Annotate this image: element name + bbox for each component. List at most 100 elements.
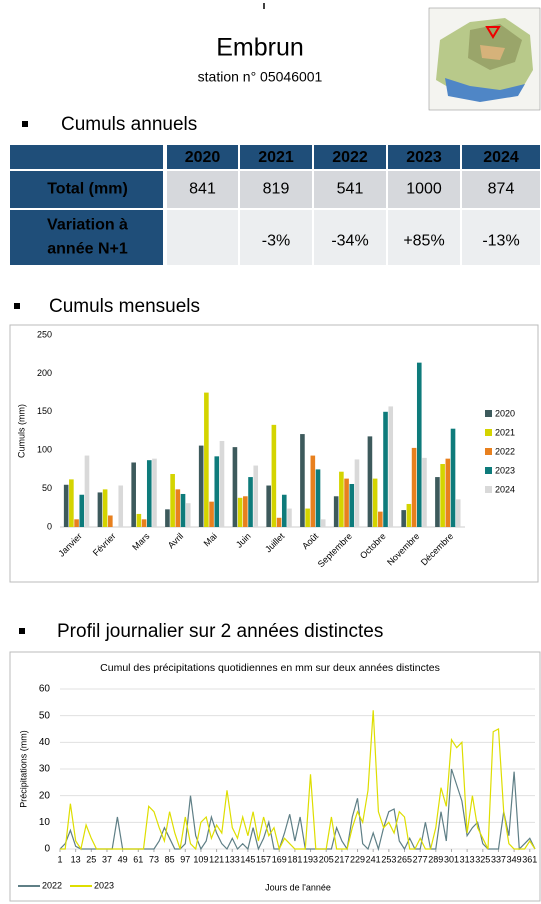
cell: [314, 171, 386, 208]
x-tick-label: 37: [102, 854, 112, 864]
legend-swatch: [485, 410, 492, 417]
bar: [141, 519, 147, 527]
bar: [333, 496, 339, 527]
bar: [180, 493, 186, 527]
x-tick-label: 109: [193, 854, 208, 864]
cell: [314, 210, 386, 265]
bar: [253, 465, 259, 527]
bar: [152, 458, 157, 527]
y-tick-label: 50: [39, 710, 51, 721]
x-tick-label: 313: [460, 854, 475, 864]
bullet: [22, 121, 28, 127]
bar: [219, 440, 225, 527]
legend-label: 2024: [495, 484, 515, 494]
chart-title: Cumul des précipitations quotidiennes en…: [100, 662, 440, 674]
bar: [440, 464, 445, 527]
bar: [344, 478, 349, 527]
header-cell: [388, 145, 460, 169]
row-label: Total (mm): [47, 181, 128, 198]
row-label: Variation à année N+1: [47, 217, 128, 258]
x-tick-label: 25: [86, 854, 96, 864]
legend-label: 2023: [94, 880, 114, 890]
cell-text: -13%: [482, 233, 519, 250]
bar: [84, 455, 90, 527]
cell-text: 541: [337, 181, 364, 198]
bar: [450, 428, 456, 527]
header-text: 2024: [483, 149, 519, 166]
y-tick-label: 20: [39, 790, 51, 801]
bar: [237, 497, 243, 527]
y-tick-label: 0: [47, 521, 52, 531]
y-tick-label: 30: [39, 764, 51, 775]
bar: [383, 411, 388, 527]
bar: [354, 459, 360, 527]
bar: [315, 469, 321, 527]
bar: [287, 508, 292, 527]
bar: [165, 509, 170, 527]
section-heading: Cumuls mensuels: [49, 296, 200, 317]
x-tick-label: 181: [287, 854, 302, 864]
cell-text: 819: [263, 181, 290, 198]
bar: [118, 485, 124, 527]
x-tick-label: 361: [522, 854, 537, 864]
cell: [388, 210, 460, 265]
bar: [422, 457, 427, 527]
title: Embrun: [216, 34, 304, 62]
bar: [310, 455, 316, 527]
cell-text: 1000: [406, 181, 442, 198]
bar: [435, 477, 440, 527]
bar: [416, 362, 422, 527]
y-tick-label: 60: [39, 684, 51, 695]
bar: [411, 447, 417, 527]
y-tick-label: 100: [37, 445, 52, 455]
cell-text: -3%: [262, 233, 290, 250]
x-tick-label: 1: [57, 854, 62, 864]
row-label-cell: [10, 210, 163, 265]
legend-label: 2020: [495, 408, 515, 418]
bar: [339, 471, 344, 527]
bar: [305, 508, 310, 527]
x-tick-label: 265: [397, 854, 412, 864]
cell: [167, 171, 238, 208]
bar: [300, 434, 305, 527]
x-tick-label: 85: [165, 854, 175, 864]
header-cell: [462, 145, 540, 169]
header-text: 2020: [185, 149, 221, 166]
x-tick-label: 133: [225, 854, 240, 864]
bar: [455, 499, 461, 527]
section-heading: Cumuls annuels: [61, 114, 197, 135]
bullet: [19, 628, 25, 634]
x-tick-label: 289: [428, 854, 443, 864]
bar: [209, 501, 214, 527]
legend-label: 2023: [495, 465, 515, 475]
bar: [97, 492, 103, 527]
x-tick-label: 73: [149, 854, 159, 864]
bar: [276, 517, 282, 527]
x-tick-label: 157: [256, 854, 271, 864]
y-tick-label: 40: [39, 737, 51, 748]
bar: [102, 489, 108, 527]
x-tick-label: 13: [71, 854, 81, 864]
x-tick-label: 49: [118, 854, 128, 864]
line-series: [60, 710, 536, 851]
header-cell: [314, 145, 386, 169]
legend-label: 2022: [495, 446, 515, 456]
row-label-cell: [10, 171, 163, 208]
bullet: [14, 303, 20, 309]
bar: [146, 460, 152, 527]
y-tick-label: 0: [44, 844, 50, 855]
bar: [175, 489, 181, 527]
bar: [243, 496, 248, 527]
y-tick-label: 250: [37, 329, 52, 339]
legend-swatch: [485, 448, 492, 455]
cell: [240, 171, 312, 208]
bar: [372, 478, 378, 527]
x-tick-label: 253: [381, 854, 396, 864]
x-tick-label: 193: [303, 854, 318, 864]
map-thumbnail: [428, 7, 541, 111]
cell: [167, 210, 238, 265]
y-axis-label: Précipitations (mm): [18, 730, 28, 808]
chart-frame: [9, 651, 541, 902]
legend-swatch: [485, 429, 492, 436]
